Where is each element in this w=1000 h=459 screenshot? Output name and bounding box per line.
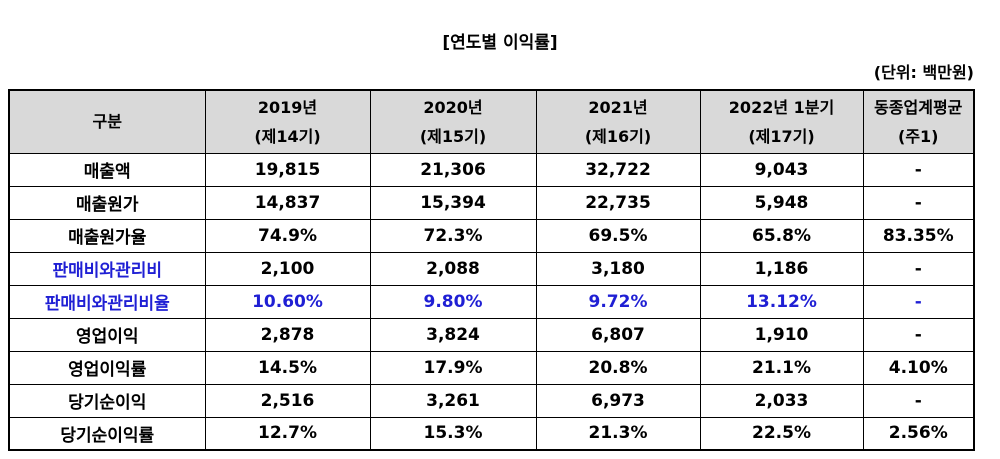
cell-value: 3,261 [369,383,537,418]
table-row: 당기순이익 2,516 3,261 6,973 2,033 - [8,383,975,418]
unit-label: (단위: 백만원) [873,63,974,82]
cell-value: 21,306 [369,152,537,187]
table-title: [연도별 이익률] [442,33,558,53]
row-label: 매출원가 [8,185,206,220]
cell-value: 22.5% [699,416,864,451]
cell-value: 1,910 [699,317,864,352]
cell-value: 14.5% [204,350,371,385]
cell-value: 20.8% [535,350,701,385]
table-row: 매출액 19,815 21,306 32,722 9,043 - [8,152,975,187]
header-2022q1-period: (제17기) [748,126,815,146]
header-2020-year: 2020년 [423,97,483,117]
table-row: 당기순이익률 12.7% 15.3% 21.3% 22.5% 2.56% [8,416,975,451]
cell-value: - [862,383,975,418]
cell-value: 17.9% [369,350,537,385]
cell-value: - [862,185,975,220]
header-industry-avg: 동종업계평균 (주1) [862,89,975,154]
profit-margin-table: 구분 2019년 (제14기) 2020년 (제15기) 2021년 (제16기… [8,89,975,451]
row-label: 매출액 [8,152,206,187]
cell-value: 21.1% [699,350,864,385]
row-label: 당기순이익률 [8,416,206,451]
cell-value: 74.9% [204,218,371,253]
cell-value: 19,815 [204,152,371,187]
table-row: 영업이익 2,878 3,824 6,807 1,910 - [8,317,975,352]
header-2021-year: 2021년 [588,97,648,117]
table-row: 판매비와관리비 2,100 2,088 3,180 1,186 - [8,251,975,286]
header-2019-period: (제14기) [254,126,321,146]
cell-value-highlight: 13.12% [699,284,864,319]
cell-value: 3,180 [535,251,701,286]
cell-value: 2,033 [699,383,864,418]
cell-value: 2.56% [862,416,975,451]
cell-value: 72.3% [369,218,537,253]
table-row: 매출원가 14,837 15,394 22,735 5,948 - [8,185,975,220]
cell-value: - [862,152,975,187]
header-row: 구분 2019년 (제14기) 2020년 (제15기) 2021년 (제16기… [8,89,975,154]
table-row-highlight: 판매비와관리비율 10.60% 9.80% 9.72% 13.12% - [8,284,975,319]
row-label-highlight: 판매비와관리비율 [8,284,206,319]
cell-value: 15,394 [369,185,537,220]
cell-value-highlight: - [862,284,975,319]
cell-value: 6,807 [535,317,701,352]
header-2019-year: 2019년 [257,97,318,117]
header-industry-avg-note: (주1) [898,126,939,146]
row-label: 영업이익률 [8,350,206,385]
cell-value: 2,100 [204,251,371,286]
row-label: 매출원가율 [8,218,206,253]
cell-value: 2,088 [369,251,537,286]
cell-value: 2,516 [204,383,371,418]
header-2021: 2021년 (제16기) [535,89,701,154]
cell-value: 65.8% [699,218,864,253]
header-2022q1: 2022년 1분기 (제17기) [699,89,864,154]
header-2019: 2019년 (제14기) [204,89,371,154]
table-row: 영업이익률 14.5% 17.9% 20.8% 21.1% 4.10% [8,350,975,385]
cell-value: 2,878 [204,317,371,352]
cell-value-highlight: 10.60% [204,284,371,319]
row-label: 영업이익 [8,317,206,352]
cell-value: 21.3% [535,416,701,451]
table-row: 매출원가율 74.9% 72.3% 69.5% 65.8% 83.35% [8,218,975,253]
cell-value: 3,824 [369,317,537,352]
cell-value-highlight: 9.72% [535,284,701,319]
cell-value: 22,735 [535,185,701,220]
row-label: 당기순이익 [8,383,206,418]
cell-value: 6,973 [535,383,701,418]
header-category: 구분 [8,89,206,154]
cell-value: 15.3% [369,416,537,451]
cell-value-highlight: 9.80% [369,284,537,319]
row-label-highlight: 판매비와관리비 [8,251,206,286]
header-2020-period: (제15기) [419,126,487,146]
header-2022q1-year: 2022년 1분기 [728,97,835,117]
cell-value: 4.10% [862,350,975,385]
cell-value: 14,837 [204,185,371,220]
cell-value: 32,722 [535,152,701,187]
header-2020: 2020년 (제15기) [369,89,537,154]
cell-value: 5,948 [699,185,864,220]
header-2021-period: (제16기) [584,126,652,146]
cell-value: 9,043 [699,152,864,187]
header-industry-avg-label: 동종업계평균 [874,97,963,117]
cell-value: - [862,251,975,286]
cell-value: - [862,317,975,352]
cell-value: 69.5% [535,218,701,253]
cell-value: 83.35% [862,218,975,253]
cell-value: 12.7% [204,416,371,451]
cell-value: 1,186 [699,251,864,286]
